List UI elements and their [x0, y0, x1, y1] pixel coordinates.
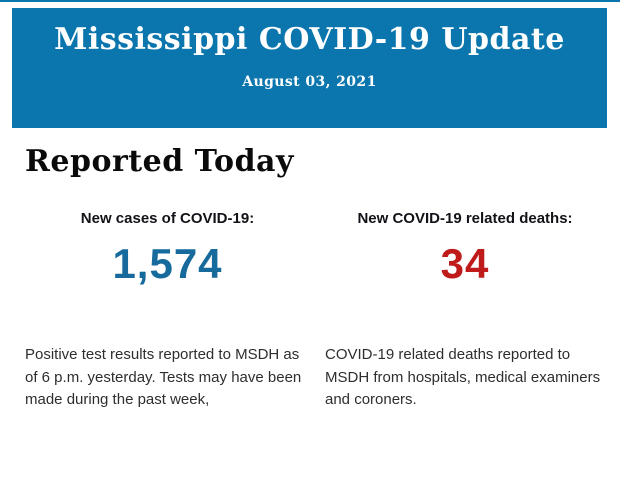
report-content: Reported Today New cases of COVID-19: 1,… [0, 128, 620, 412]
banner-date: August 03, 2021 [242, 74, 377, 90]
stats-columns: New cases of COVID-19: 1,574 Positive te… [0, 210, 620, 412]
section-heading: Reported Today [25, 144, 294, 179]
new-cases-label: New cases of COVID-19: [80, 210, 255, 227]
banner-title: Mississippi COVID-19 Update [54, 22, 565, 57]
new-cases-description: Positive test results reported to MSDH a… [25, 346, 302, 409]
banner: Mississippi COVID-19 Update August 03, 2… [12, 8, 607, 128]
stat-new-deaths: New COVID-19 related deaths: 34 COVID-19… [325, 210, 605, 412]
top-border-line [0, 0, 620, 2]
stat-new-cases: New cases of COVID-19: 1,574 Positive te… [25, 210, 310, 412]
new-cases-value: 1,574 [112, 240, 223, 287]
new-deaths-value: 34 [440, 240, 490, 287]
new-deaths-label: New COVID-19 related deaths: [357, 210, 573, 227]
new-deaths-description: COVID-19 related deaths reported to MSDH… [325, 346, 601, 409]
